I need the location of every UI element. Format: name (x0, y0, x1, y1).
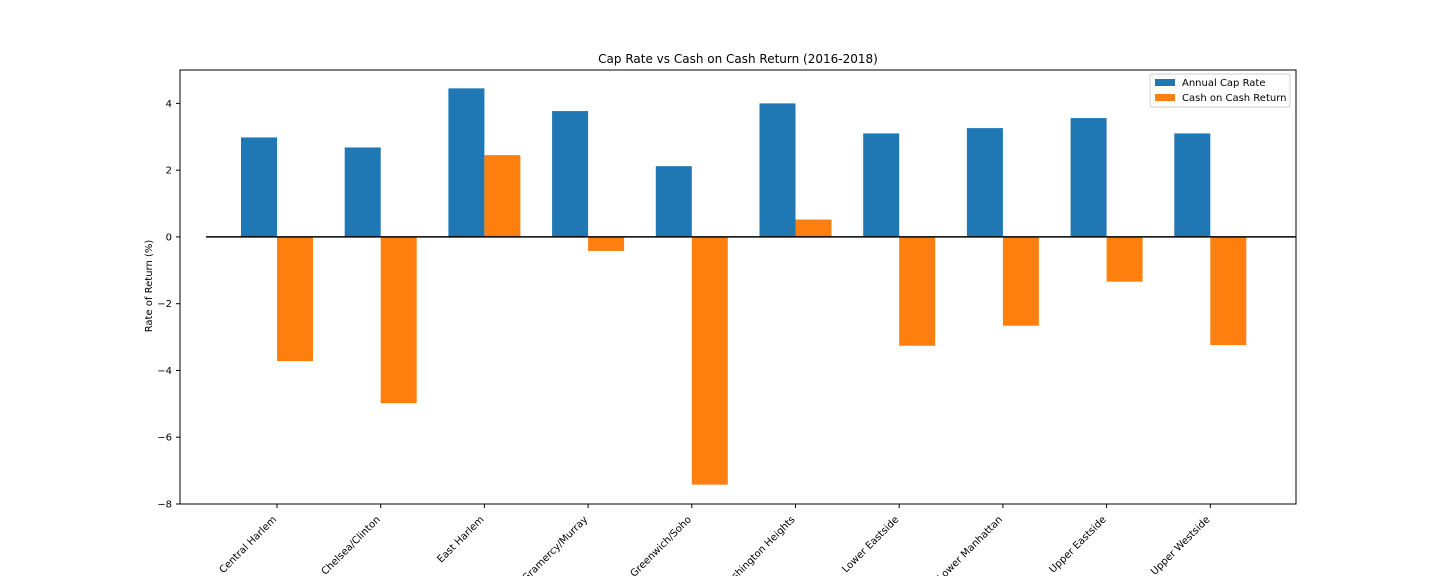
y-tick-label: −2 (157, 299, 172, 310)
bar-cap-rate-5 (759, 103, 796, 237)
plot-frame (179, 69, 1297, 505)
chart-title: Cap Rate vs Cash on Cash Return (2016-20… (598, 52, 878, 66)
bar-cap-rate-7 (966, 128, 1003, 237)
x-tick-label: East Harlem (435, 514, 486, 565)
x-tick-label: Chelsea/Clinton (320, 514, 383, 576)
y-axis-label: Rate of Return (%) (144, 240, 155, 333)
y-tick-label: 4 (166, 99, 172, 110)
legend-swatch (1155, 79, 1175, 86)
legend-entry: Cash on Cash Return (1182, 93, 1287, 104)
x-tick-label: Lower Manhattan (936, 514, 1005, 576)
bar-cash-return-7 (1002, 236, 1039, 326)
bar-cap-rate-1 (344, 147, 381, 237)
x-tick-label: Central Harlem (218, 514, 280, 576)
bar-cap-rate-9 (1174, 133, 1211, 237)
x-tick-label: Gramercy/Murray (520, 514, 590, 576)
legend-box (1149, 73, 1291, 108)
bar-cash-return-1 (380, 236, 417, 404)
x-tick-label: Upper Westside (1149, 514, 1212, 576)
y-tick-label: 0 (166, 232, 172, 243)
bar-cap-rate-0 (241, 137, 277, 237)
bar-cash-return-3 (588, 236, 625, 251)
bar-cap-rate-3 (552, 111, 589, 237)
bar-cash-return-4 (691, 236, 728, 485)
bar-cap-rate-2 (448, 88, 485, 237)
y-tick-label: −4 (157, 366, 172, 377)
legend-entry: Annual Cap Rate (1182, 78, 1266, 89)
bar-cap-rate-4 (655, 166, 692, 237)
x-tick-label: Greenwich/Soho (629, 514, 694, 576)
x-tick-label: Upper Eastside (1048, 514, 1109, 575)
bar-cap-rate-8 (1070, 118, 1107, 237)
y-tick-label: 2 (166, 166, 172, 177)
bar-cap-rate-6 (863, 133, 900, 237)
y-tick-label: −6 (157, 433, 172, 444)
plot-area: −8 −6 −4 −2 0 2 4 Central Harlem Chelsea/Clinton… (157, 69, 1297, 581)
bar-cash-return-8 (1106, 236, 1143, 282)
x-tick-label: Lower Eastside (840, 514, 901, 575)
bar-cash-return-0 (277, 236, 313, 362)
x-tick-label: Washington Heights (719, 514, 798, 576)
bar-cash-return-5 (795, 219, 832, 237)
bar-cash-return-9 (1210, 236, 1247, 346)
legend: Annual Cap Rate Cash on Cash Return (1149, 73, 1291, 108)
legend-swatch (1155, 94, 1175, 101)
bar-cash-return-2 (484, 155, 521, 237)
y-tick-label: −8 (157, 500, 172, 511)
bar-cash-return-6 (899, 236, 936, 346)
